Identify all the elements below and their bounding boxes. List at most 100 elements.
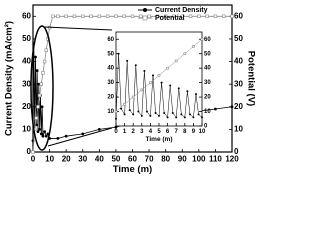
y2-tick-label: 30 [234,79,243,88]
marker [177,87,180,90]
x-tick-label: 9 [192,129,196,135]
marker [194,93,197,96]
y2-tick-label: 40 [234,57,243,66]
marker [44,48,48,52]
y-tick-label: 10 [107,109,114,115]
marker [183,116,186,119]
x-tick-label: 4 [149,129,153,135]
marker [155,14,160,19]
marker [123,113,126,116]
marker [180,113,183,116]
marker [41,71,45,75]
marker [139,14,143,19]
marker [132,113,135,116]
x-tick-label: 0 [114,129,118,135]
x-tick-label: 120 [225,154,239,163]
legend-marker [143,8,147,12]
x-tick-label: 1 [123,129,127,135]
x-tick-label: 30 [78,154,87,163]
marker [89,14,93,19]
marker [37,93,42,98]
marker [180,14,184,19]
y-tick-label: 0 [27,147,32,156]
marker [122,14,126,19]
x-tick-label: 10 [45,154,54,163]
y-tick-label: 10 [22,124,31,133]
marker [97,14,102,19]
y-axis-label: Current Density (mA/cm²) [4,21,15,136]
y-tick-label: 60 [22,11,31,20]
marker [128,109,131,112]
marker [38,127,42,131]
plot-frame [115,31,203,127]
x-tick-label: 40 [95,154,104,163]
y2-tick-label: 10 [234,124,243,133]
zoom-ellipse [30,25,54,151]
y2-axis-label: Potential (V) [245,51,256,106]
y2-tick-label: 0 [204,124,208,130]
x-tick-label: 20 [62,154,71,163]
y2-tick-label: 20 [204,95,211,101]
marker [166,66,169,70]
chart: 0 10 20 30 40 50 60 70 80 90 100 110 120010203040506… [4,4,256,175]
marker [131,95,135,99]
marker [174,59,178,63]
marker [51,14,55,19]
marker [140,114,143,117]
x-tick-label: 80 [161,154,170,163]
connector [47,127,113,147]
marker [157,74,161,77]
marker [222,14,226,19]
marker [34,55,37,59]
y2-tick-label: 10 [204,109,211,115]
x-tick-label: 90 [178,154,187,163]
y-tick-label: 20 [22,102,31,111]
connector [44,26,113,31]
marker [186,90,189,93]
marker [183,52,187,55]
marker [160,81,163,84]
marker [37,82,41,86]
marker [205,14,209,19]
x-tick-label: 6 [166,129,170,135]
series-line [32,15,232,153]
marker [39,82,43,86]
marker [120,107,123,110]
marker [97,127,101,131]
x-axis-label: Time (m) [146,136,173,143]
marker [214,107,217,111]
y-tick-label: 60 [107,37,114,43]
marker [230,14,234,19]
marker [188,113,191,116]
y-tick-label: 20 [107,95,114,101]
marker [175,116,178,119]
marker [201,116,203,119]
y2-tick-label: 0 [234,147,239,156]
marker [134,64,137,67]
marker [166,116,169,119]
marker [64,14,68,19]
x-tick-label: 2 [132,129,136,135]
y-tick-label: 40 [107,66,114,72]
marker [114,14,118,19]
marker [114,110,118,113]
marker [81,132,85,136]
marker [81,14,85,19]
marker [149,114,152,117]
marker [213,14,218,19]
marker [39,132,43,136]
marker [72,14,77,19]
marker [151,74,154,77]
marker [31,150,35,154]
marker [40,105,44,109]
marker [35,69,39,72]
marker [163,14,168,19]
marker [149,81,152,84]
marker [154,111,157,114]
x-tick-label: 10 [199,129,206,135]
marker [140,88,144,92]
y2-tick-label: 60 [234,11,243,20]
y-tick-label: 50 [22,34,31,43]
marker [137,110,140,113]
marker [197,14,201,19]
